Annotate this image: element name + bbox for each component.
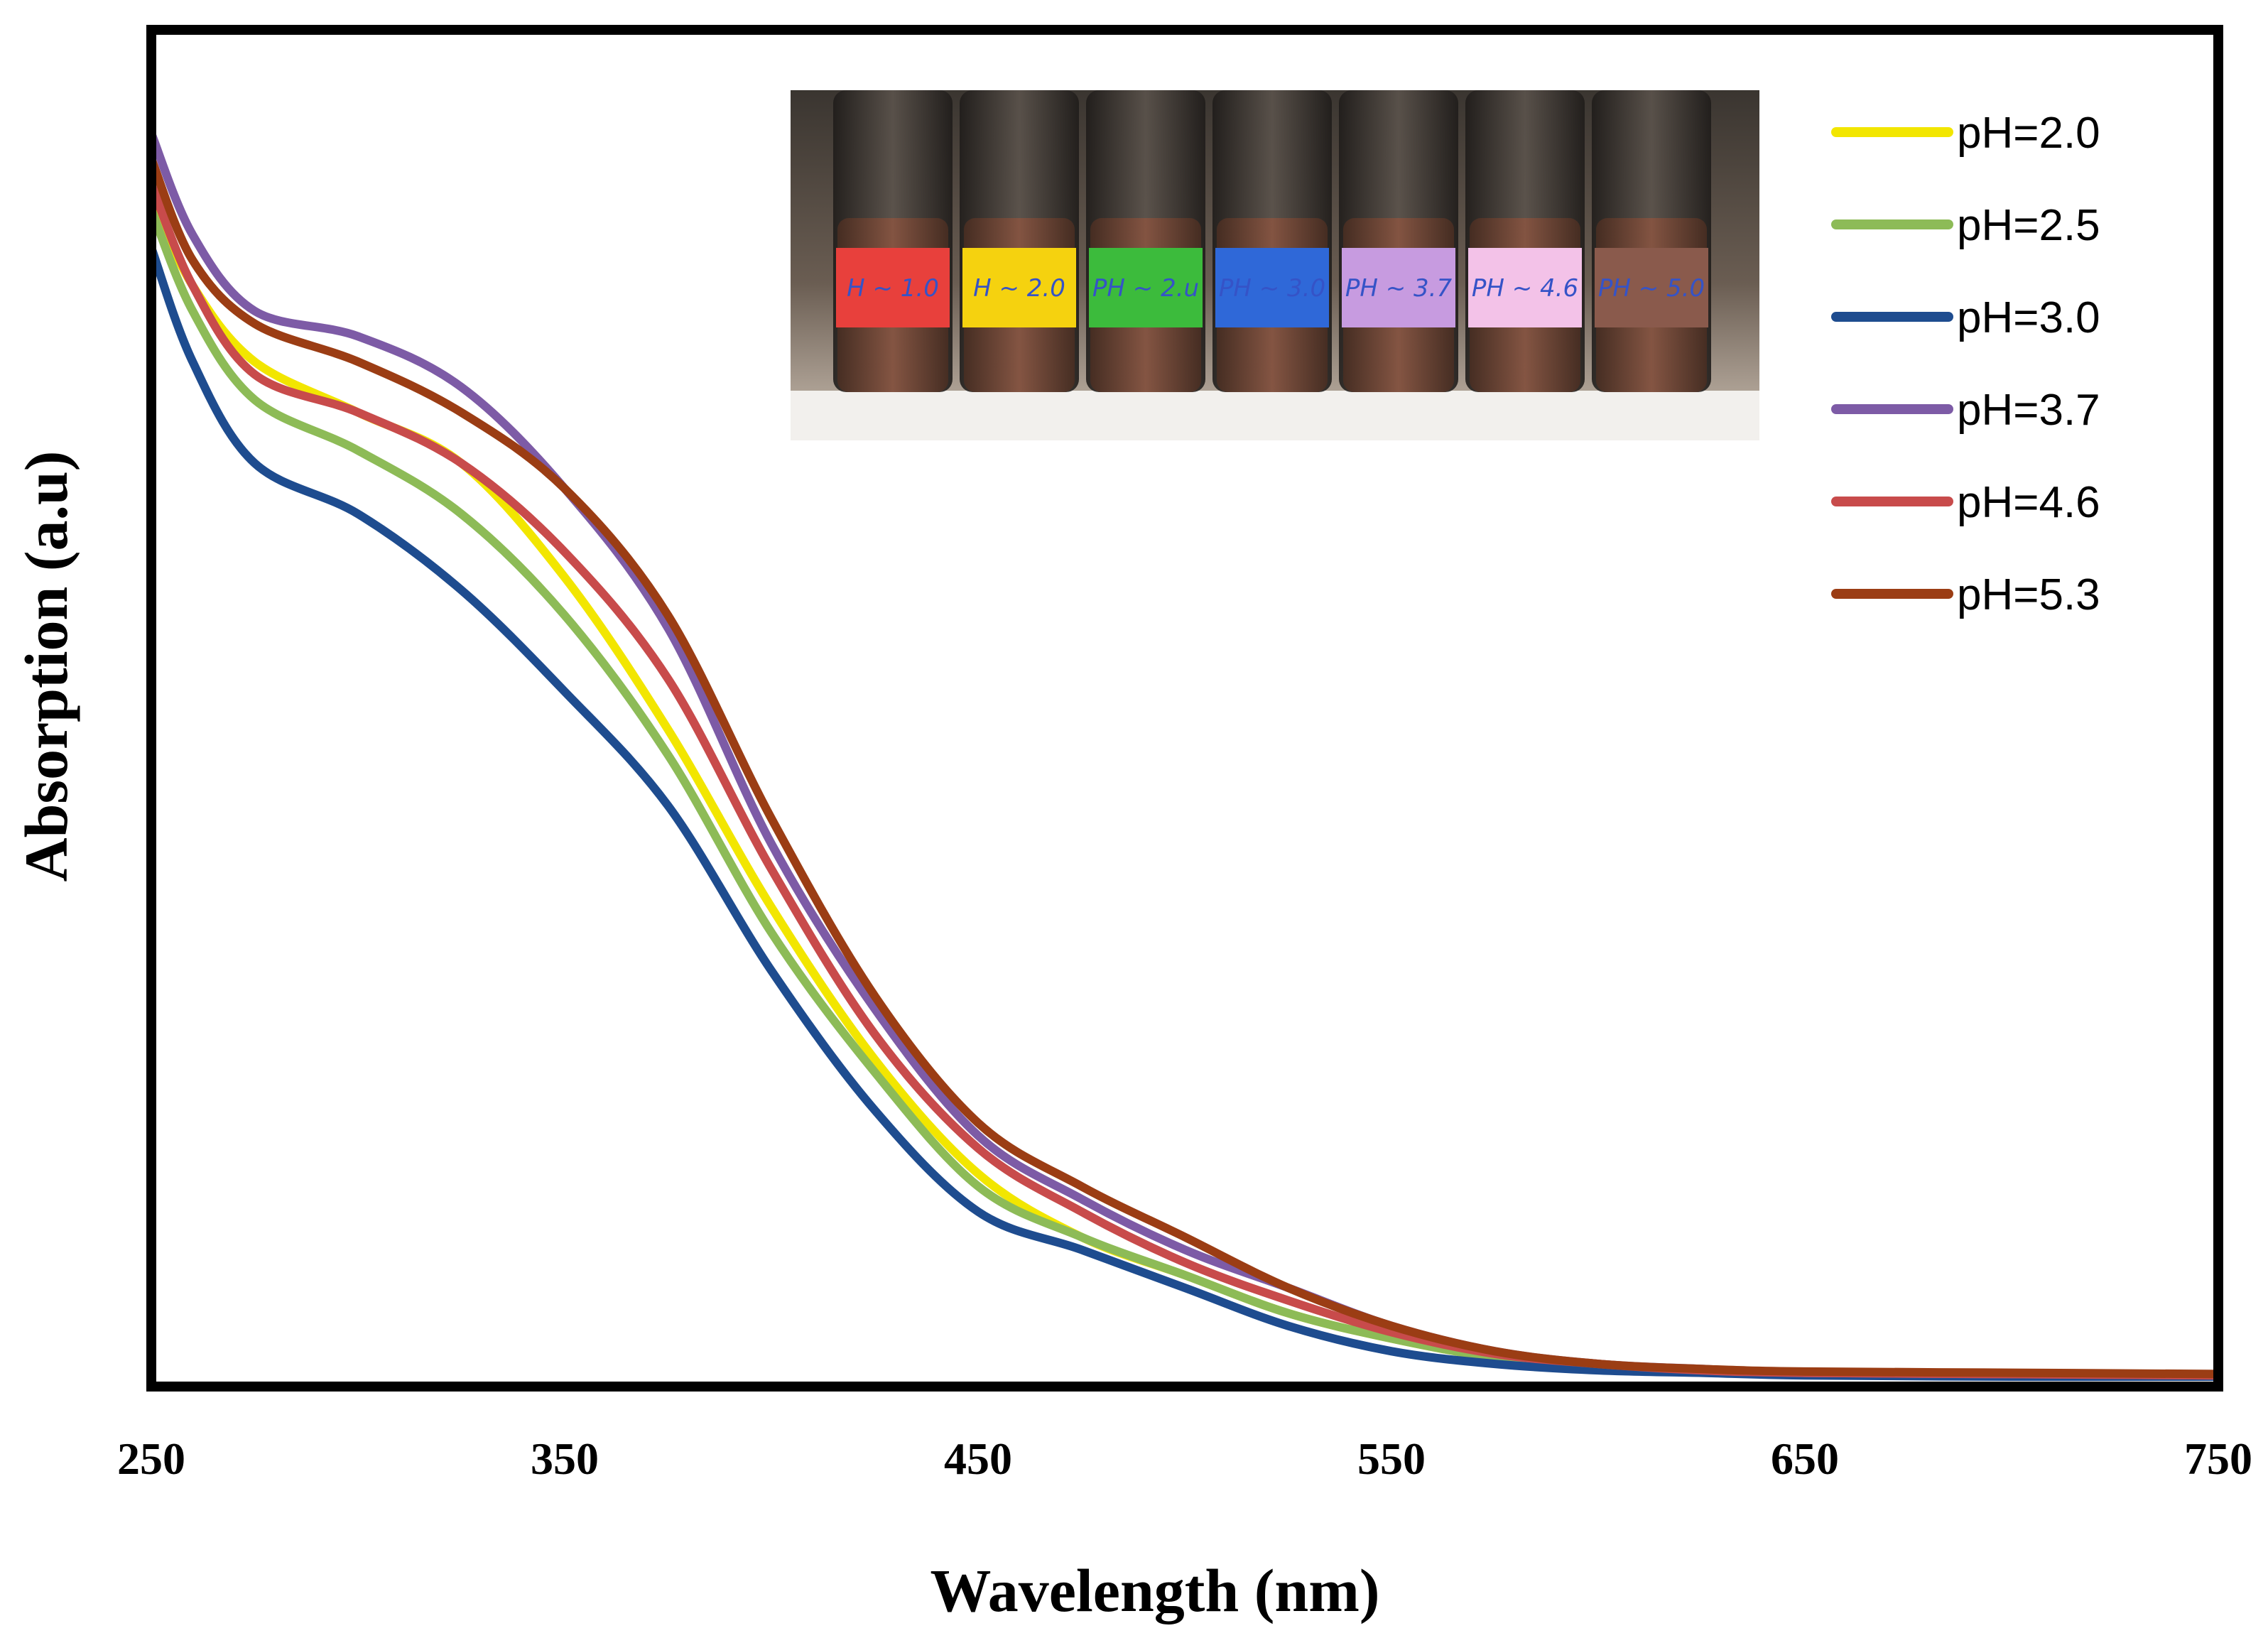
vial: PH ~ 2.u	[1086, 90, 1205, 392]
vial-label-band	[1342, 248, 1455, 327]
vial: PH ~ 4.6	[1465, 90, 1585, 392]
vial-label-band	[1595, 248, 1708, 327]
legend-label: pH=5.3	[1957, 570, 2100, 619]
x-tick-label: 550	[1357, 1433, 1426, 1484]
photo-table-surface	[791, 391, 1759, 440]
plot-frame	[146, 25, 2223, 1392]
vial-label-text: H ~ 2.0	[973, 274, 1065, 303]
vial: H ~ 2.0	[960, 90, 1079, 392]
vial: PH ~ 3.7	[1339, 90, 1458, 392]
vial-label-text: PH ~ 4.6	[1472, 274, 1578, 303]
legend: pH=2.0 pH=2.5 pH=3.0 pH=3.7 pH=4.6 pH=5.3	[1831, 109, 2100, 619]
inset-photo: H ~ 1.0 H ~ 2.0 PH ~ 2.u PH ~ 3.0 PH ~ 3.7 PH…	[791, 90, 1759, 440]
legend-label: pH=2.5	[1957, 201, 2100, 250]
legend-label: pH=3.0	[1957, 293, 2100, 342]
vial-label-text: PH ~ 5.0	[1598, 274, 1705, 303]
x-tick-label: 250	[117, 1433, 185, 1484]
x-axis-title: Wavelength (nm)	[930, 1556, 1379, 1625]
vial-label-text: PH ~ 3.0	[1219, 274, 1325, 303]
vial-label-band	[1468, 248, 1582, 327]
legend-label: pH=4.6	[1957, 478, 2100, 527]
x-tick-label: 450	[944, 1433, 1012, 1484]
vial: H ~ 1.0	[833, 90, 953, 392]
vial-label-band	[1215, 248, 1329, 327]
vial-label-text: PH ~ 3.7	[1345, 274, 1453, 303]
legend-label: pH=3.7	[1957, 386, 2100, 435]
vial-label-text: PH ~ 2.u	[1092, 274, 1199, 303]
vial-label-band	[962, 248, 1076, 327]
legend-label: pH=2.0	[1957, 109, 2100, 158]
x-tick-label: 650	[1771, 1433, 1839, 1484]
vial: PH ~ 5.0	[1592, 90, 1711, 392]
vial: PH ~ 3.0	[1212, 90, 1332, 392]
vial-label-band	[836, 248, 950, 327]
series-line-ph-5-3	[147, 154, 2223, 1379]
vial-label-text: H ~ 1.0	[847, 274, 939, 303]
x-tick-label: 750	[2184, 1433, 2252, 1484]
series-layer	[147, 129, 2223, 1382]
vial-label-band	[1089, 248, 1203, 327]
x-axis-ticks: 250 350 450 550 650 750	[117, 1433, 2252, 1484]
y-axis-title: Absorption (a.u)	[12, 451, 80, 882]
x-tick-label: 350	[531, 1433, 599, 1484]
